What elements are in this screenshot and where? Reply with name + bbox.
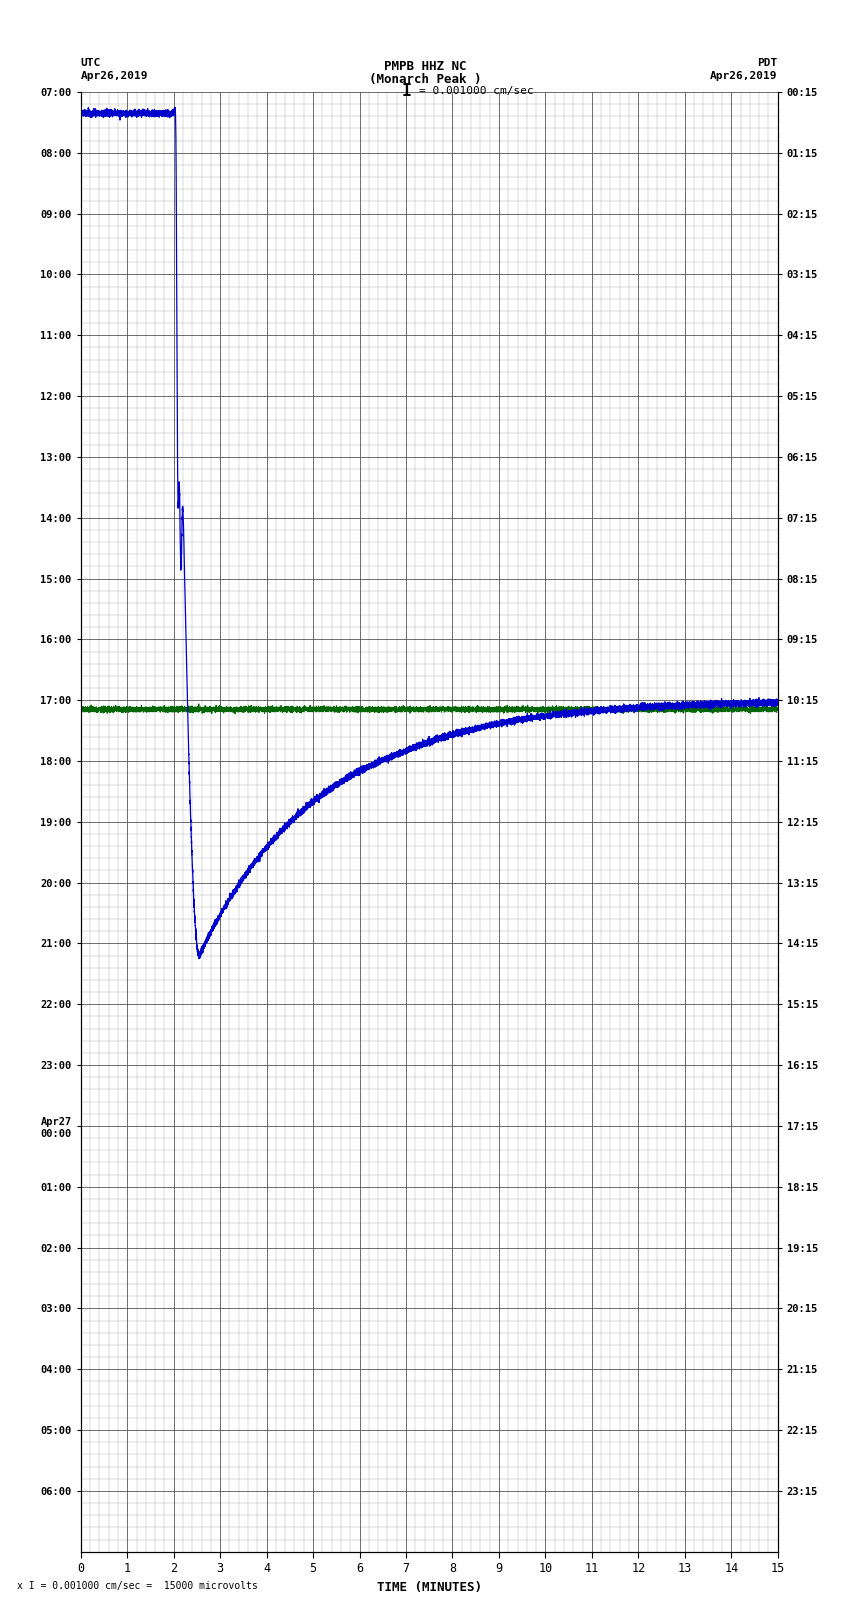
X-axis label: TIME (MINUTES): TIME (MINUTES) <box>377 1581 482 1594</box>
Text: Apr26,2019: Apr26,2019 <box>711 71 778 81</box>
Text: PMPB HHZ NC: PMPB HHZ NC <box>383 60 467 74</box>
Text: PDT: PDT <box>757 58 778 68</box>
Text: = 0.001000 cm/sec: = 0.001000 cm/sec <box>419 85 534 97</box>
Text: I: I <box>401 82 411 100</box>
Text: Apr26,2019: Apr26,2019 <box>81 71 148 81</box>
Text: UTC: UTC <box>81 58 101 68</box>
Text: (Monarch Peak ): (Monarch Peak ) <box>369 73 481 87</box>
Text: x I = 0.001000 cm/sec =  15000 microvolts: x I = 0.001000 cm/sec = 15000 microvolts <box>17 1581 258 1590</box>
